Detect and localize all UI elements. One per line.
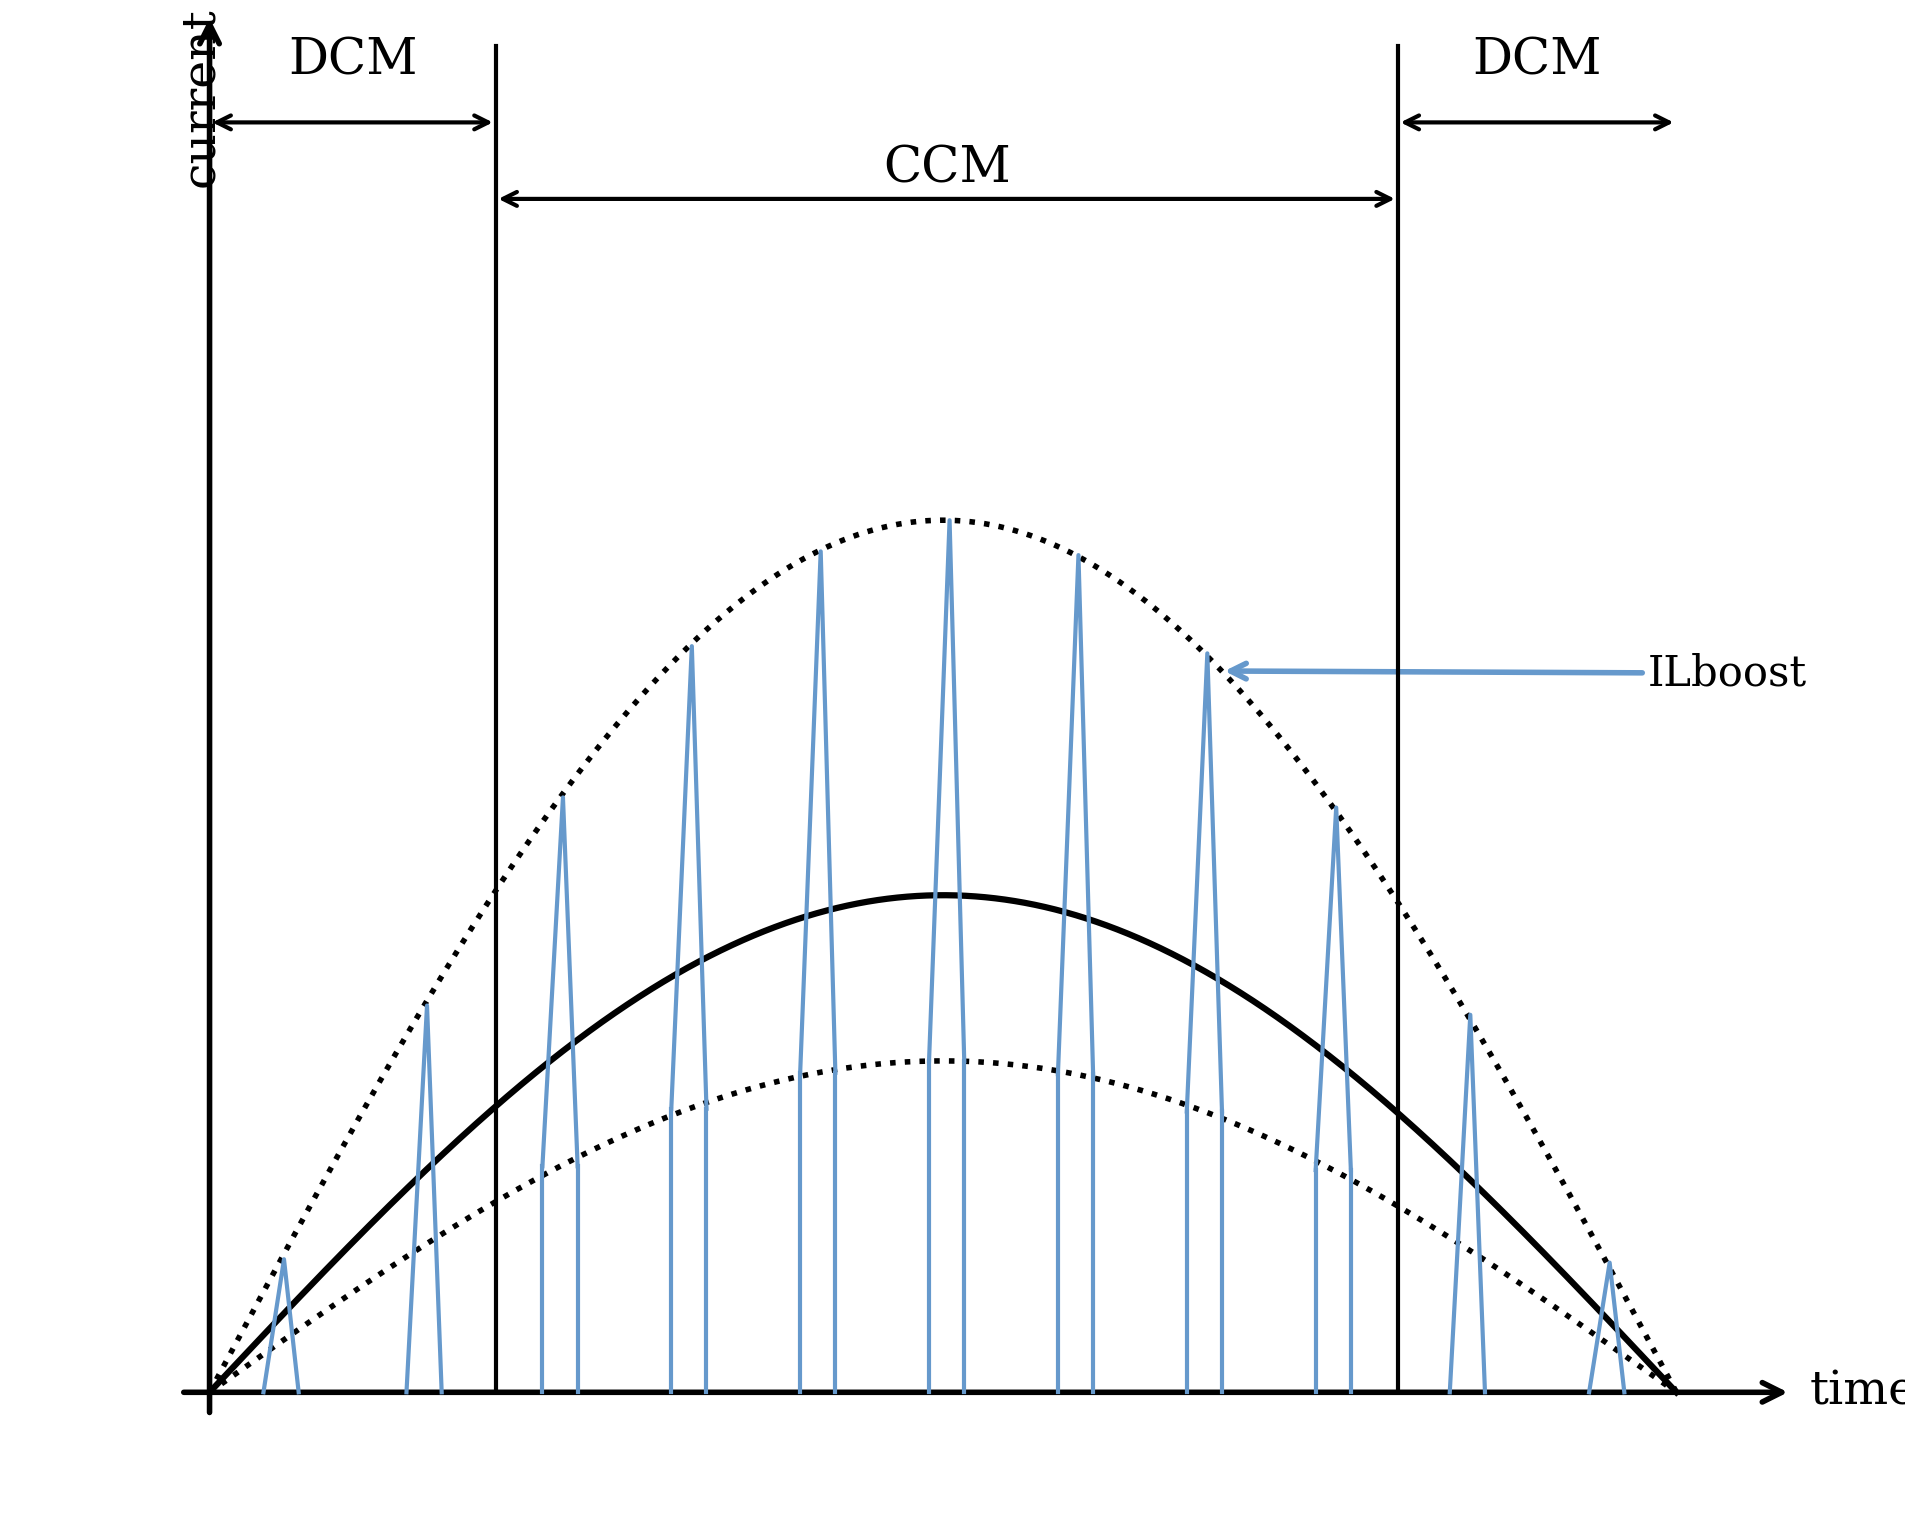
Text: DCM: DCM [1473,37,1602,86]
Text: DCM: DCM [288,37,417,86]
Text: ILboost: ILboost [1231,652,1808,695]
Text: time: time [1810,1369,1905,1415]
Text: current: current [177,8,223,187]
Text: CCM: CCM [882,144,1010,193]
